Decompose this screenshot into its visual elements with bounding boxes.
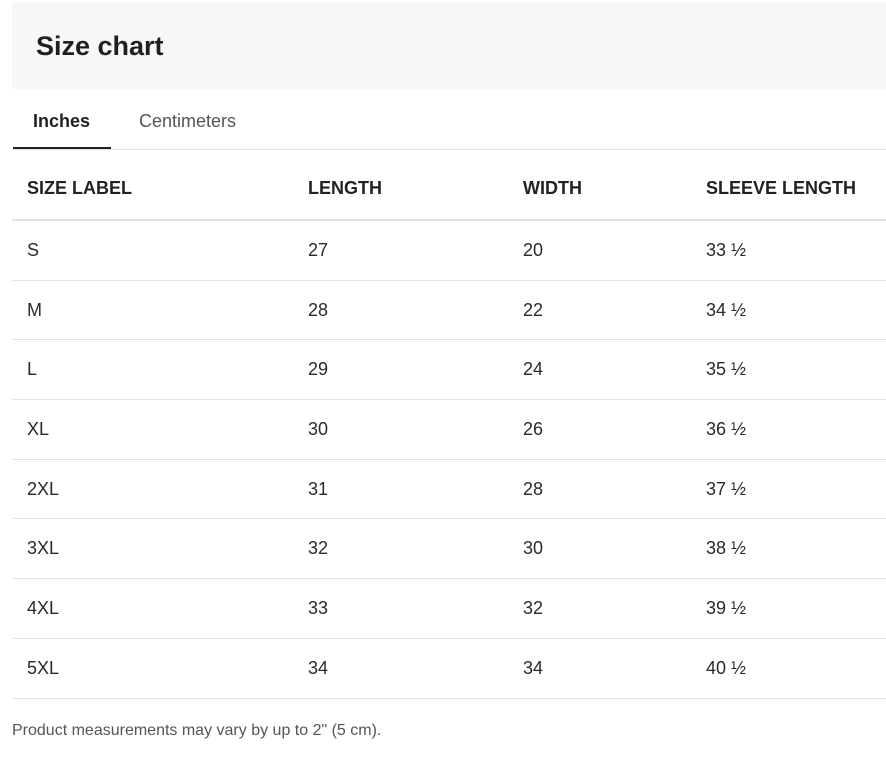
table-cell: 28 [293,280,508,341]
table-cell: 24 [508,339,691,401]
table-row: S 27 20 33 ½ [12,220,886,281]
table-cell: 2XL [12,459,293,520]
measurement-note: Product measurements may vary by up to 2… [12,722,382,739]
table-cell: 34 ½ [691,280,886,341]
table-header-row: SIZE LABEL LENGTH WIDTH SLEEVE LENGTH [12,158,886,221]
size-table: SIZE LABEL LENGTH WIDTH SLEEVE LENGTH S 27 20… [12,158,886,699]
table-cell: M [12,280,293,341]
table-cell: 36 ½ [691,399,886,460]
table-cell: S [12,220,293,281]
table-cell: 32 [508,578,691,639]
column-header: SIZE LABEL [12,158,293,221]
table-cell: 29 [293,339,508,401]
table-cell: 38 ½ [691,518,886,580]
table-cell: 39 ½ [691,578,886,639]
table-row: M 28 22 34 ½ [12,280,886,341]
tab-inches[interactable]: Inches [33,111,91,131]
table-cell: 4XL [12,578,293,639]
table-cell: L [12,339,293,401]
table-cell: 3XL [12,518,293,580]
table-row: XL 30 26 36 ½ [12,399,886,460]
active-tab-indicator [13,147,111,149]
table-cell: 30 [508,518,691,580]
table-cell: 30 [293,399,508,460]
page-title: Size chart [36,31,164,61]
table-cell: 27 [293,220,508,281]
table-cell: 35 ½ [691,339,886,401]
column-header: LENGTH [293,158,508,221]
table-cell: 34 [508,638,691,699]
table-cell: 22 [508,280,691,341]
table-cell: 28 [508,459,691,520]
table-cell: 31 [293,459,508,520]
table-row: 5XL 34 34 40 ½ [12,638,886,699]
table-cell: 34 [293,638,508,699]
table-row: L 29 24 35 ½ [12,339,886,401]
table-cell: 33 ½ [691,220,886,281]
table-row: 4XL 33 32 39 ½ [12,578,886,639]
table-cell: 20 [508,220,691,281]
table-cell: 5XL [12,638,293,699]
table-cell: 37 ½ [691,459,886,520]
table-cell: 33 [293,578,508,639]
table-cell: 32 [293,518,508,580]
table-row: 3XL 32 30 38 ½ [12,518,886,580]
table-cell: XL [12,399,293,460]
table-cell: 26 [508,399,691,460]
unit-tabs: Inches Centimeters [13,100,886,150]
column-header: SLEEVE LENGTH [691,158,886,221]
tab-centimeters[interactable]: Centimeters [139,111,237,131]
table-cell: 40 ½ [691,638,886,699]
table-row: 2XL 31 28 37 ½ [12,459,886,520]
column-header: WIDTH [508,158,691,221]
header: Size chart [12,3,886,89]
